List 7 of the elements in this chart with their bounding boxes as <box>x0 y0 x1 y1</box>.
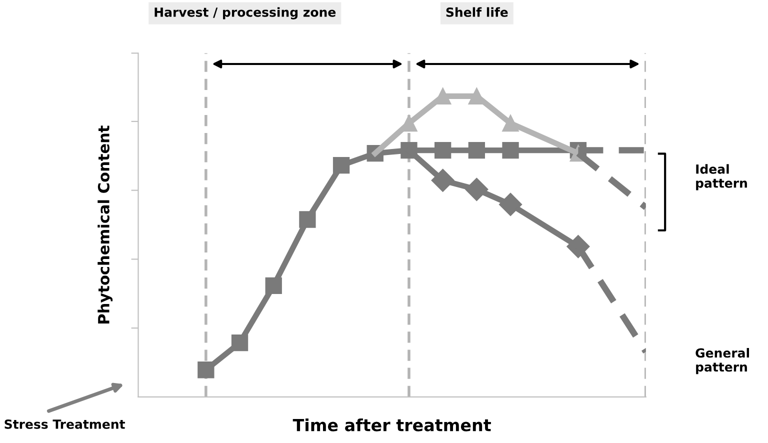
text: General pattern <box>696 348 749 374</box>
text: Stress Treatment <box>4 419 125 429</box>
y-axis-title: Phytochemical Content <box>98 126 113 324</box>
x-axis-title: Time after treatment <box>292 418 491 432</box>
text: Ideal pattern <box>696 164 747 190</box>
text: Shelf life <box>446 7 508 17</box>
text: Harvest / processing zone <box>154 7 336 20</box>
